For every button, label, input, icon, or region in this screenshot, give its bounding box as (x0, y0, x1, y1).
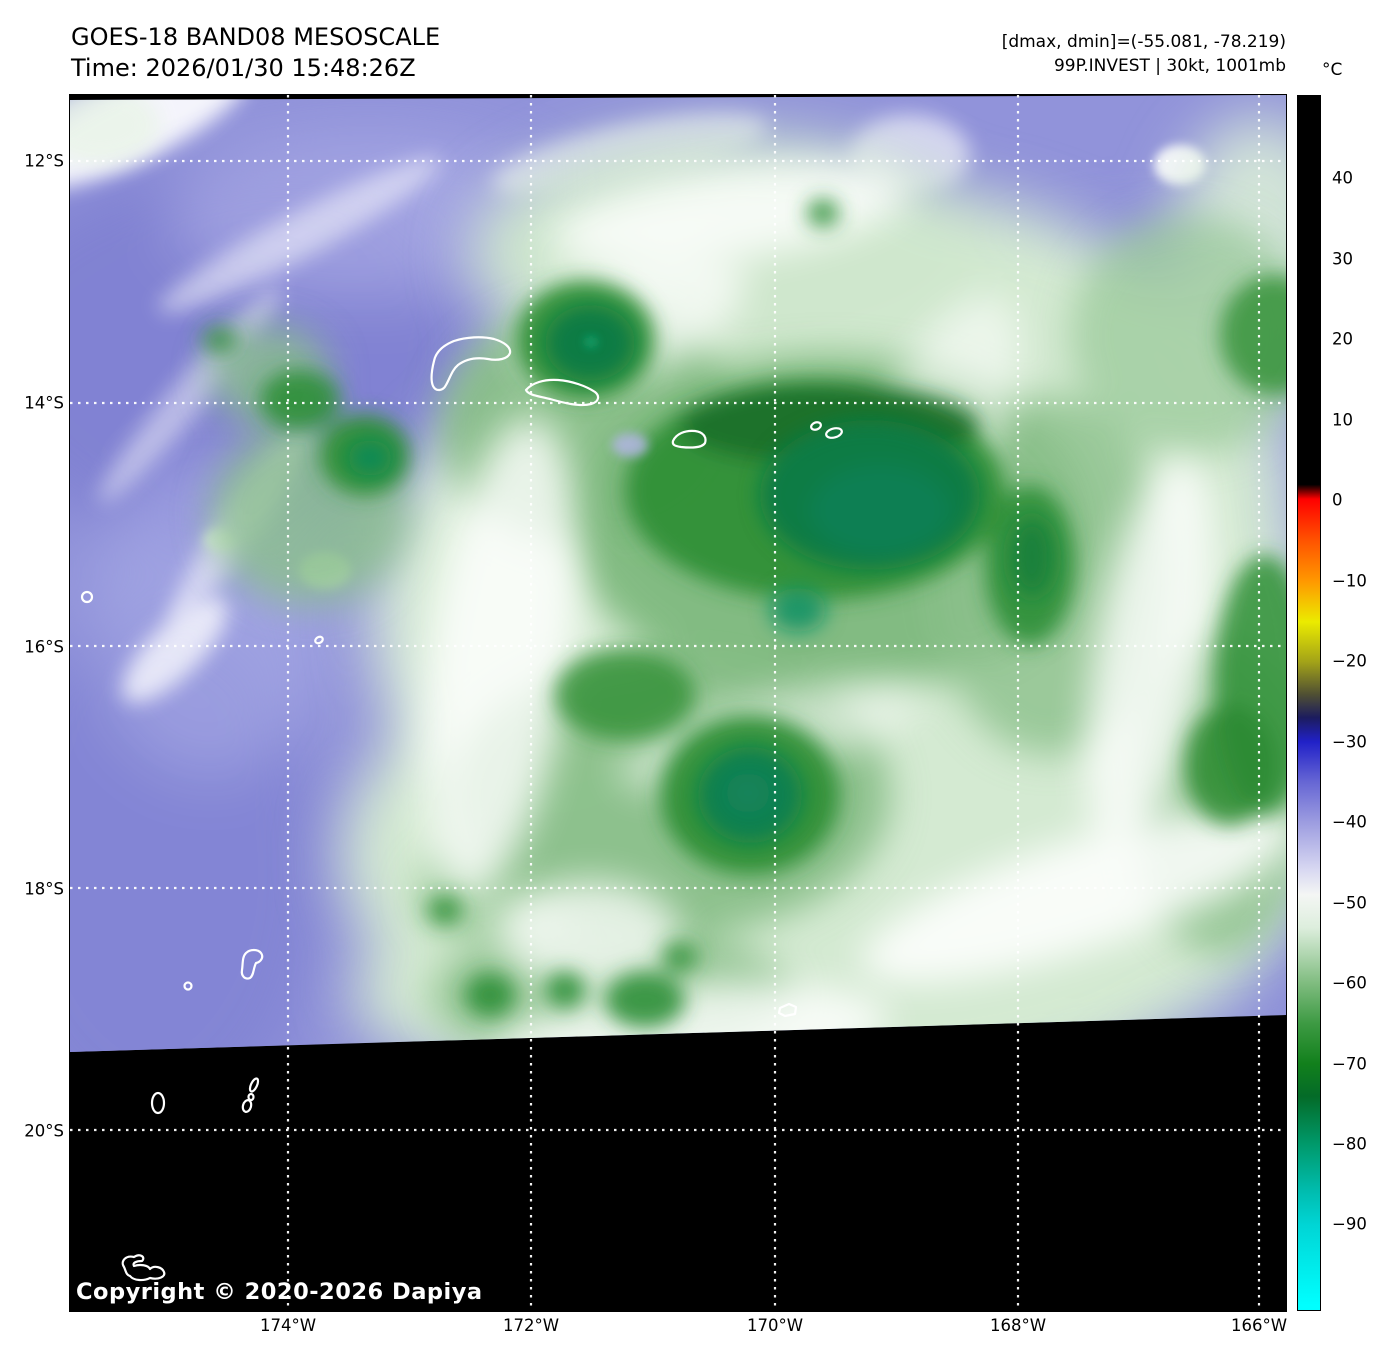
lon-tick-label: 168°W (989, 1316, 1047, 1335)
colorbar-tick-label: −50 (1332, 893, 1367, 913)
island-contours (80, 336, 843, 1282)
colorbar-tick-label: 0 (1332, 490, 1343, 510)
lat-tick-label: 16°S (24, 637, 64, 657)
colorbar-tick-label: −70 (1332, 1054, 1367, 1074)
storm-cloud-layer (70, 95, 1286, 1052)
colorbar-tick-label: −20 (1332, 651, 1367, 671)
lat-tick-label: 12°S (24, 151, 64, 171)
lon-tick-label: 170°W (746, 1316, 804, 1335)
lat-tick-label: 20°S (24, 1121, 64, 1141)
header-title-block: GOES-18 BAND08 MESOSCALE Time: 2026/01/3… (71, 22, 440, 84)
temperature-colorbar (1297, 95, 1321, 1311)
dmax-dmin-readout: [dmax, dmin]=(-55.081, -78.219) (1001, 32, 1286, 52)
lon-tick-label: 172°W (502, 1316, 560, 1335)
copyright-label: Copyright © 2020-2026 Dapiya (76, 1279, 483, 1305)
map-frame: Copyright © 2020-2026 Dapiya (69, 94, 1287, 1312)
lat-tick-label: 18°S (24, 879, 64, 899)
header-meta-block: [dmax, dmin]=(-55.081, -78.219) 99P.INVE… (1002, 30, 1286, 78)
colorbar-tick-label: 30 (1332, 249, 1353, 269)
graticule-gridlines (70, 95, 1286, 1311)
product-timestamp: Time: 2026/01/30 15:48:26Z (71, 54, 416, 82)
colorbar-tick-label: 40 (1332, 168, 1353, 188)
coldest-cloud-tops (348, 305, 1054, 843)
lat-tick-label: 14°S (24, 393, 64, 413)
lon-tick-label: 166°W (1230, 1316, 1288, 1335)
colorbar-tick-label: 10 (1332, 410, 1353, 430)
colorbar-tick-label: −90 (1332, 1214, 1367, 1234)
colorbar-tick-label: −10 (1332, 571, 1367, 591)
colorbar-tick-label: −30 (1332, 732, 1367, 752)
lon-tick-label: 174°W (259, 1316, 317, 1335)
product-title: GOES-18 BAND08 MESOSCALE (71, 23, 441, 51)
colorbar-tick-label: −80 (1332, 1134, 1367, 1154)
satellite-imagery (70, 95, 1286, 1311)
colorbar-tick-label: 20 (1332, 329, 1353, 349)
colorbar-tick-label: −40 (1332, 812, 1367, 832)
storm-id-intensity: 99P.INVEST | 30kt, 1001mb (1053, 56, 1286, 76)
colorbar-tick-label: −60 (1332, 973, 1367, 993)
colorbar-unit-label: °C (1322, 60, 1343, 80)
